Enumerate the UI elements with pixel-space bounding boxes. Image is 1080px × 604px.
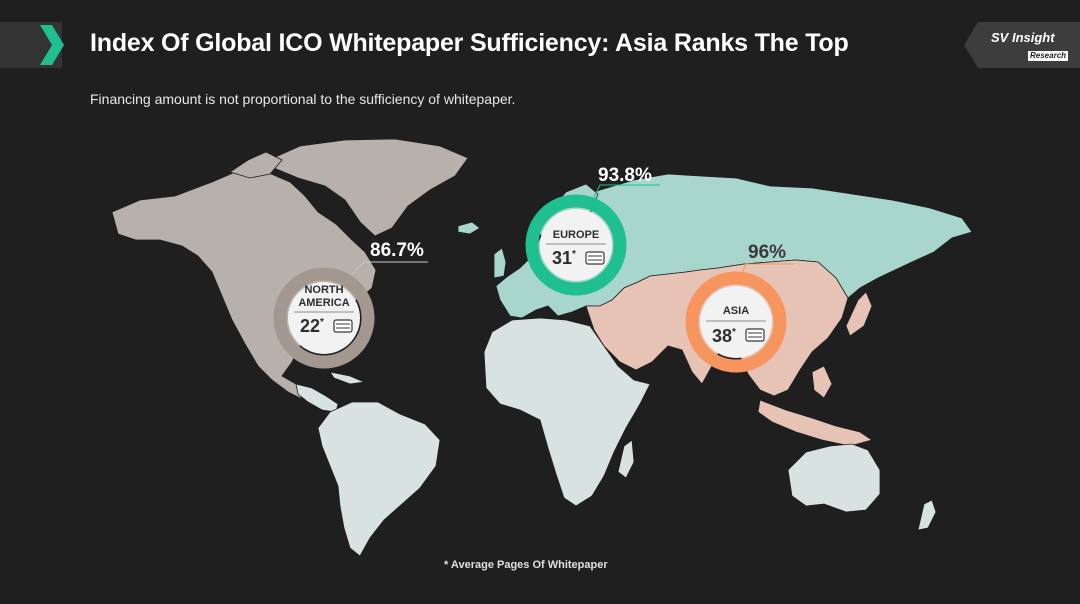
japan [845, 291, 873, 337]
brand-logo: SV Insight Research [964, 22, 1080, 68]
north-america-avg-pages: 22* [300, 316, 324, 336]
australia [787, 443, 881, 513]
book-stack-icon [745, 328, 765, 342]
europe-name: EUROPE [552, 229, 600, 241]
asia-name: ASIA [722, 305, 750, 317]
north-america-name: NORTH AMERICA [298, 284, 350, 309]
greenland [260, 138, 469, 237]
europe-avg-pages: 31* [552, 248, 576, 268]
south-america-land [317, 401, 441, 557]
southeast-asia-islands [757, 399, 873, 447]
britain [493, 247, 507, 279]
north-america-sufficiency: 86.7% [370, 240, 424, 261]
north-america-marker [273, 261, 428, 369]
asia-sufficiency: 96% [748, 242, 787, 263]
page-title: Index Of Global ICO Whitepaper Sufficien… [90, 29, 849, 57]
header-bar: Index Of Global ICO Whitepaper Sufficien… [0, 22, 1080, 68]
new-zealand [917, 499, 937, 531]
caribbean-islands [329, 371, 366, 385]
brand-name: SV Insight [991, 30, 1055, 45]
arctic-islands [229, 151, 283, 179]
africa-land [483, 317, 651, 507]
footnote: * Average Pages Of Whitepaper [444, 559, 608, 571]
book-stack-icon [333, 319, 353, 333]
central-america-land [295, 383, 339, 413]
chevron-icon [40, 25, 64, 65]
book-stack-icon [585, 251, 605, 265]
madagascar [617, 439, 635, 479]
asia-avg-pages: 38* [712, 326, 736, 346]
brand-sub: Research [1028, 51, 1069, 61]
europe-sufficiency: 93.8% [598, 165, 652, 186]
iceland [457, 221, 481, 235]
north-america-land [111, 169, 377, 399]
philippines [811, 365, 833, 399]
subtitle: Financing amount is not proportional to … [90, 91, 516, 107]
